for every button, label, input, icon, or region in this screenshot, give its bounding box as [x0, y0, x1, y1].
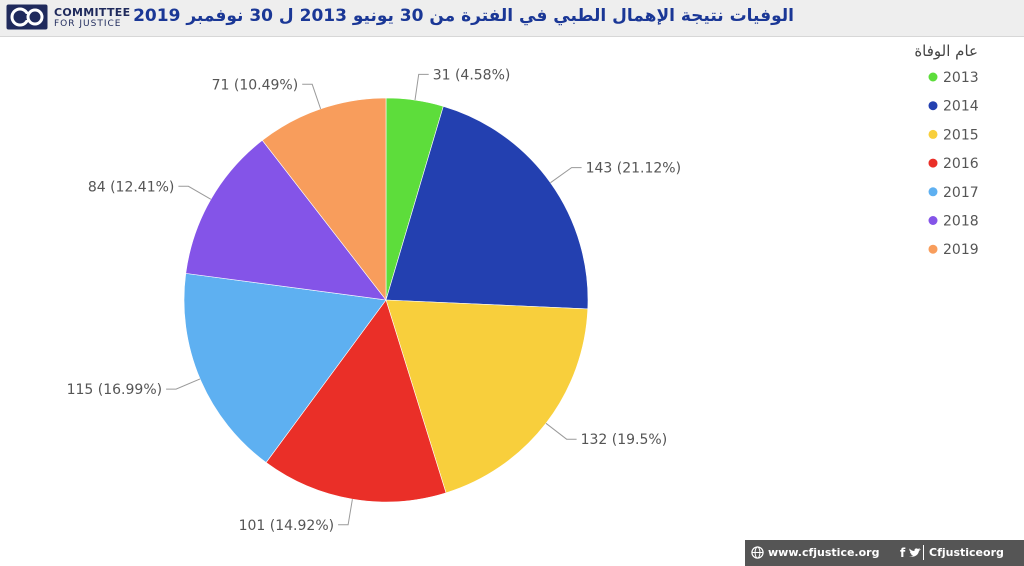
legend-label-2016: 2016 [943, 156, 979, 172]
legend-label-2013: 2013 [943, 70, 979, 86]
legend-marker-2018 [928, 216, 938, 225]
leader-line-2014 [550, 167, 582, 184]
data-label-2013: 31 (4.58%) [433, 67, 511, 83]
leader-line-2016 [338, 499, 353, 526]
data-label-2016: 101 (14.92%) [239, 518, 334, 534]
legend-marker-2017 [928, 187, 938, 197]
legend-label-2015: 2015 [943, 127, 979, 143]
label-leaders [166, 73, 582, 526]
legend-marker-2016 [928, 158, 938, 168]
data-label-2017: 115 (16.99%) [67, 382, 162, 398]
facebook-icon[interactable]: f [900, 546, 906, 560]
header-bar: COMMITTEE FOR JUSTICE الوفيات نتيجة الإه… [0, 0, 1024, 37]
data-label-2018: 84 (12.41%) [88, 179, 175, 195]
pie-slices [183, 97, 589, 503]
legend-marker-2014 [928, 101, 938, 111]
logo-mark-icon [6, 4, 48, 30]
footer-bar: www.cfjustice.org f Cfjusticeorg [745, 540, 1024, 566]
legend-label-2019: 2019 [943, 242, 979, 258]
pie-slice-2014 [385, 105, 589, 310]
pie-slice-2017 [183, 273, 387, 463]
logo-text-line1: COMMITTEE [54, 6, 131, 19]
page-title: الوفيات نتيجة الإهمال الطبي في الفترة من… [133, 6, 794, 26]
leader-line-2019 [302, 83, 322, 110]
data-label-2015: 132 (19.5%) [581, 432, 668, 448]
footer-website[interactable]: www.cfjustice.org [768, 546, 880, 559]
legend-label-2017: 2017 [943, 185, 979, 201]
footer-handle[interactable]: Cfjusticeorg [929, 546, 1004, 559]
logo-text-line2: FOR JUSTICE [54, 19, 122, 29]
data-label-2014: 143 (21.12%) [586, 161, 681, 177]
leader-line-2017 [166, 378, 201, 390]
legend-label-2018: 2018 [943, 214, 979, 230]
legend-marker-2015 [928, 129, 938, 139]
footer-divider [923, 545, 924, 560]
logo: COMMITTEE FOR JUSTICE [6, 4, 141, 32]
twitter-icon[interactable] [909, 548, 921, 558]
data-labels: 31 (4.58%) 143 (21.12%) 132 (19.5%) 101 (14… [67, 67, 681, 533]
pie-slice-2015 [385, 299, 589, 494]
pie-slice-2016 [265, 299, 447, 503]
leader-line-2013 [414, 73, 429, 101]
legend-label-2014: 2014 [943, 99, 979, 115]
data-label-2019: 71 (10.49%) [212, 77, 299, 93]
legend-marker-2019 [928, 244, 938, 254]
pie-chart: 31 (4.58%) 143 (21.12%) 132 (19.5%) 101 (14… [67, 42, 979, 534]
leader-line-2015 [545, 422, 577, 440]
legend: عام الوفاة 2013 2014 2015 2016 2017 2018 2019 [914, 42, 978, 258]
leader-line-2018 [178, 185, 212, 200]
globe-icon [751, 546, 764, 559]
legend-title: عام الوفاة [914, 42, 978, 60]
legend-marker-2013 [928, 72, 938, 82]
